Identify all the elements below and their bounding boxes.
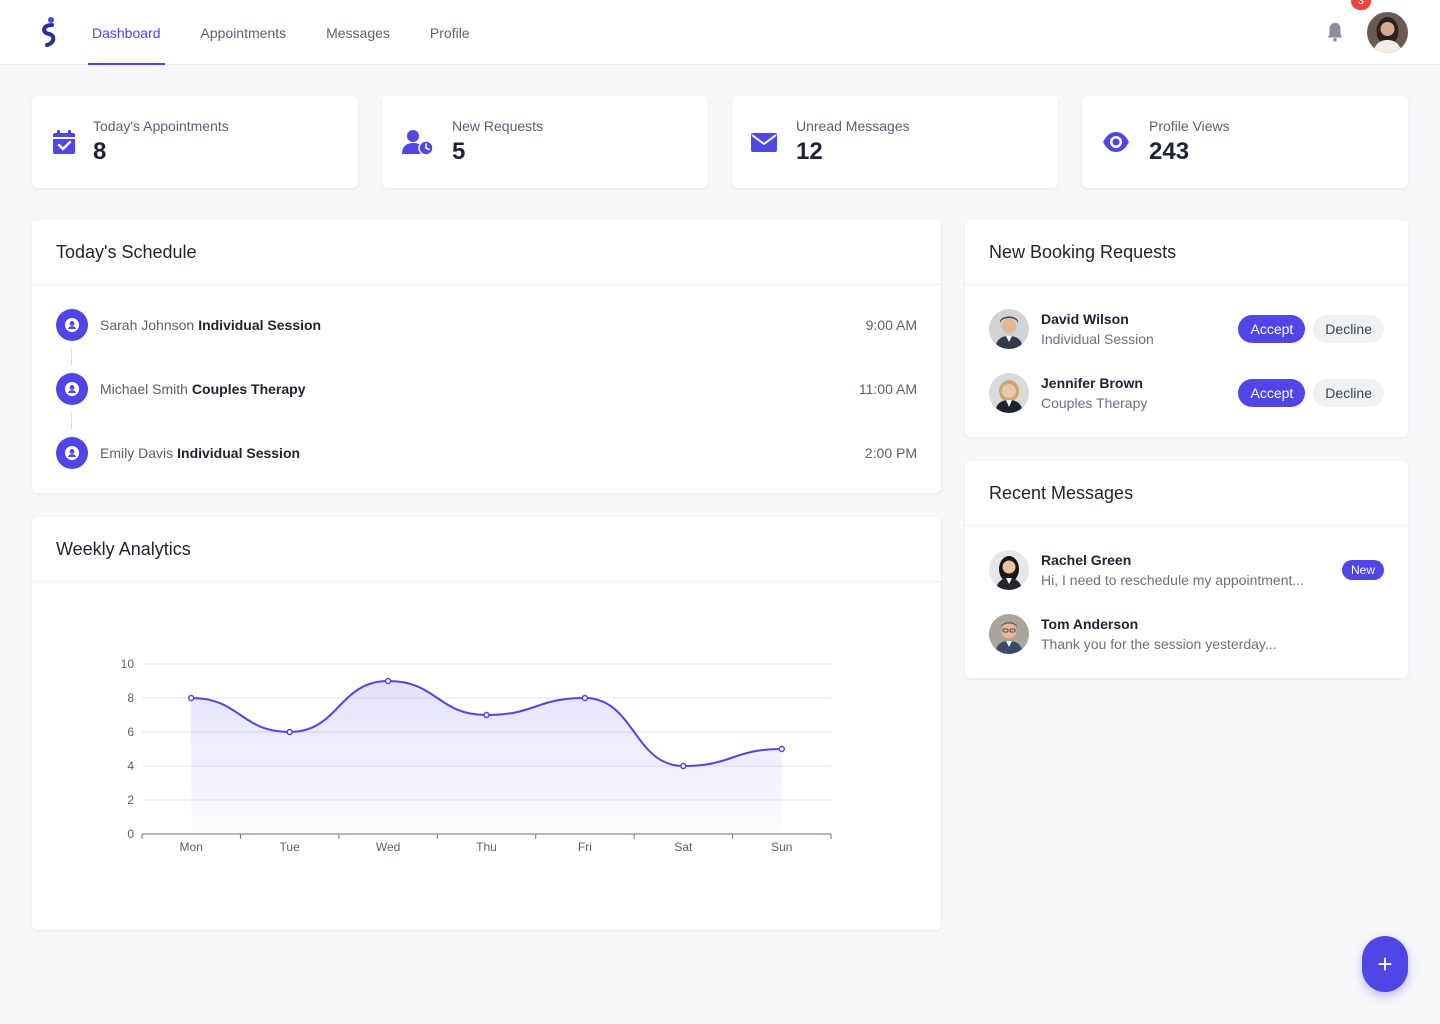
data-point: [384, 677, 392, 685]
stat-label: New Requests: [452, 118, 544, 134]
stat-card-messages[interactable]: Unread Messages 12: [732, 96, 1058, 188]
x-tick-label: Mon: [180, 840, 203, 854]
panel-title: New Booking Requests: [965, 220, 1408, 285]
add-button[interactable]: +: [1362, 936, 1408, 992]
requester-name: Jennifer Brown: [1041, 375, 1143, 391]
data-point: [483, 711, 490, 719]
stat-value: 243: [1149, 138, 1190, 165]
session-type: Individual Session: [1041, 331, 1154, 347]
stat-value: 5: [452, 138, 466, 165]
stat-card-requests[interactable]: New Requests 5: [382, 96, 708, 188]
nav-dashboard[interactable]: Dashboard: [88, 0, 165, 65]
x-tick-label: Thu: [476, 840, 497, 854]
nav-messages[interactable]: Messages: [326, 24, 390, 41]
schedule-panel: Today's Schedule Sarah Johnson Individua…: [32, 220, 941, 493]
sender-name: Rachel Green: [1041, 552, 1132, 568]
timeline-connector: [71, 349, 72, 365]
calendar-check-icon: [53, 130, 75, 154]
data-point: [778, 745, 786, 753]
user-clock-icon: [402, 130, 434, 156]
x-tick-label: Wed: [376, 840, 400, 854]
messages-panel: Recent Messages Rachel Green Hi, I need …: [965, 461, 1408, 678]
message-preview: Thank you for the session yesterday...: [1041, 636, 1277, 652]
stat-label: Unread Messages: [796, 118, 910, 134]
client-name: Sarah Johnson: [100, 317, 195, 333]
message-preview: Hi, I need to reschedule my appointment.…: [1041, 572, 1305, 588]
accept-button[interactable]: Accept: [1238, 315, 1306, 343]
notification-count-badge: 3: [1351, 0, 1371, 10]
avatar: [989, 309, 1029, 349]
message-row[interactable]: Tom Anderson Thank you for the session y…: [989, 614, 1384, 654]
x-tick-label: Tue: [280, 840, 301, 854]
stat-label: Today's Appointments: [93, 118, 229, 134]
booking-request-row: Jennifer Brown Couples Therapy Accept De…: [989, 373, 1384, 413]
bell-icon[interactable]: [1324, 21, 1346, 43]
timeline-connector: [71, 413, 72, 429]
series-area: [191, 681, 782, 834]
message-row[interactable]: Rachel Green Hi, I need to reschedule my…: [989, 550, 1384, 590]
session-time: 2:00 PM: [864, 445, 917, 461]
booking-panel: New Booking Requests David Wilson Indivi…: [965, 220, 1408, 437]
eye-icon: [1103, 132, 1129, 152]
schedule-item[interactable]: Emily Davis Individual Session 2:00 PM: [56, 437, 917, 469]
avatar: [989, 373, 1029, 413]
data-point: [581, 694, 589, 702]
client-name: Emily Davis: [100, 445, 174, 461]
envelope-icon: [751, 133, 777, 152]
stat-value: 12: [796, 138, 823, 165]
y-tick-label: 4: [127, 759, 134, 773]
stat-label: Profile Views: [1149, 118, 1230, 134]
panel-title: Weekly Analytics: [32, 517, 941, 582]
avatar: [989, 550, 1029, 590]
stat-card-profile-views[interactable]: Profile Views 243: [1082, 96, 1408, 188]
brand-logo-icon[interactable]: [36, 16, 60, 48]
x-tick-label: Sun: [771, 840, 792, 854]
data-point: [286, 728, 293, 736]
session-type: Individual Session: [177, 445, 301, 461]
accept-button[interactable]: Accept: [1238, 379, 1306, 407]
y-tick-label: 2: [127, 793, 134, 807]
x-tick-label: Sat: [674, 840, 693, 854]
stat-card-appointments[interactable]: Today's Appointments 8: [32, 96, 358, 188]
session-type: Couples Therapy: [191, 381, 306, 397]
y-tick-label: 10: [121, 657, 135, 671]
new-badge: New: [1341, 560, 1384, 580]
x-tick-label: Fri: [578, 840, 592, 854]
session-type: Individual Session: [198, 317, 322, 333]
user-avatar[interactable]: [1367, 12, 1408, 53]
y-tick-label: 8: [127, 691, 134, 705]
user-circle-icon: [56, 373, 88, 405]
weekly-line-chart: 0 2 4 6 8 10 Mon Tue Wed Thu Fri Sat Sun: [121, 657, 832, 854]
avatar: [989, 614, 1029, 654]
data-point: [680, 762, 687, 770]
user-circle-icon: [56, 437, 88, 469]
session-time: 11:00 AM: [858, 381, 917, 397]
user-avatar-image: [1367, 12, 1408, 53]
main-nav: Dashboard Appointments Messages Profile: [88, 0, 506, 65]
decline-button[interactable]: Decline: [1313, 315, 1384, 343]
requester-name: David Wilson: [1041, 311, 1129, 327]
nav-profile[interactable]: Profile: [429, 24, 470, 41]
booking-request-row: David Wilson Individual Session Accept D…: [989, 309, 1384, 349]
session-type: Couples Therapy: [1041, 395, 1148, 411]
y-tick-label: 6: [127, 725, 134, 739]
nav-appointments[interactable]: Appointments: [200, 24, 287, 41]
analytics-panel: Weekly Analytics 0 2 4 6 8 10 Mon Tue Wed Thu Fri S…: [32, 517, 941, 930]
schedule-item[interactable]: Michael Smith Couples Therapy 11:00 AM: [56, 373, 917, 405]
sender-name: Tom Anderson: [1041, 616, 1139, 632]
session-time: 9:00 AM: [865, 317, 917, 333]
panel-title: Recent Messages: [965, 461, 1408, 526]
data-point: [187, 694, 195, 702]
schedule-item[interactable]: Sarah Johnson Individual Session 9:00 AM: [56, 309, 917, 341]
decline-button[interactable]: Decline: [1313, 379, 1384, 407]
user-circle-icon: [56, 309, 88, 341]
panel-title: Today's Schedule: [32, 220, 941, 285]
stat-value: 8: [93, 138, 107, 165]
client-name: Michael Smith: [100, 381, 188, 397]
top-navbar: Dashboard Appointments Messages Profile …: [0, 0, 1440, 65]
y-tick-label: 0: [127, 827, 134, 841]
